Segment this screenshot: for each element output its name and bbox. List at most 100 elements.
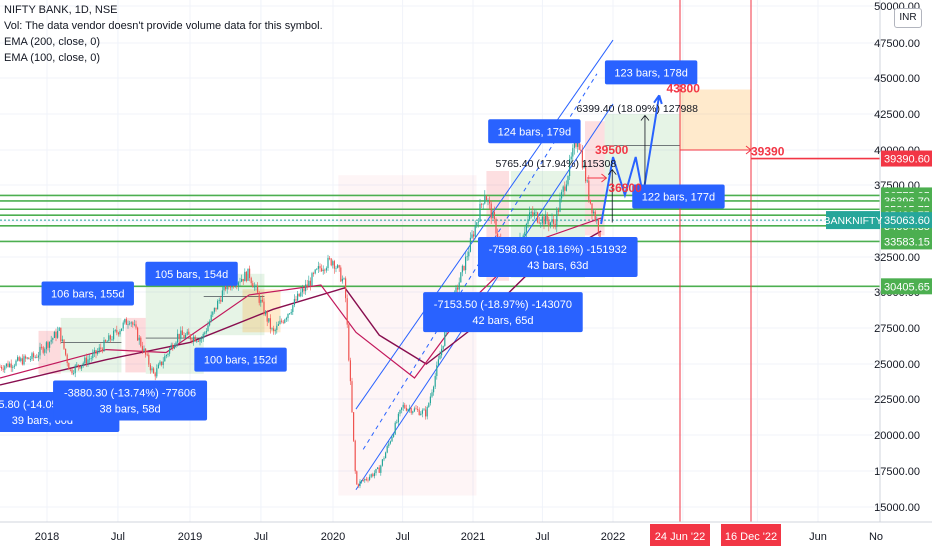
candle-body: [319, 266, 321, 269]
candle-body: [401, 407, 403, 410]
candle-body: [557, 210, 559, 212]
candle-body: [121, 328, 123, 331]
candle-body: [433, 386, 435, 393]
candle-body: [525, 223, 527, 232]
candle-body: [5, 363, 7, 367]
measure-label-box: [194, 347, 287, 372]
candle-body: [393, 434, 395, 437]
candle-body: [420, 413, 422, 416]
ema-200-legend[interactable]: EMA (200, close, 0): [4, 36, 100, 48]
candle-body: [127, 324, 129, 325]
candle-body: [346, 298, 348, 325]
candle-body: [340, 267, 342, 282]
candle-body: [167, 353, 169, 355]
candle-body: [105, 340, 107, 342]
candle-body: [391, 436, 393, 442]
candle-body: [93, 350, 95, 354]
candle-body: [229, 285, 231, 288]
candle-body: [359, 481, 361, 487]
candle-body: [34, 357, 36, 358]
candle-body: [108, 335, 110, 342]
candle-body: [353, 412, 355, 441]
date-tag-bg: [721, 524, 781, 546]
zone-arrow: [680, 145, 752, 155]
candle-body: [25, 356, 27, 359]
candle-body: [581, 150, 583, 168]
measure-label-text: 124 bars, 179d: [498, 126, 571, 138]
candle-body: [241, 278, 243, 282]
candle-body: [97, 351, 99, 354]
candle-body: [175, 342, 177, 347]
candle-body: [324, 269, 326, 271]
candle-body: [479, 203, 481, 222]
candle-body: [9, 363, 11, 368]
target-label: 36800: [608, 181, 642, 195]
candle-body: [431, 392, 433, 397]
candle-body: [561, 191, 563, 199]
x-tick-label: 2020: [321, 531, 345, 543]
candle-body: [417, 409, 419, 410]
measure-label-box: [488, 119, 581, 144]
measure-label-box: [604, 60, 698, 85]
candle-body: [157, 364, 159, 369]
candle-body: [41, 346, 43, 348]
candle-body: [20, 358, 22, 361]
candle-body: [23, 356, 25, 365]
candle-body: [362, 480, 364, 482]
candle-body: [458, 282, 460, 290]
candle-body: [29, 358, 31, 360]
currency-badge[interactable]: INR: [894, 8, 922, 28]
candle-body: [169, 348, 171, 354]
candle-body: [298, 293, 300, 297]
candle-body: [149, 364, 151, 371]
candle-body: [589, 199, 591, 204]
range-text: 6399.40 (18.09%) 127988: [577, 103, 699, 115]
candle-body: [585, 165, 587, 182]
candle-body: [73, 373, 75, 375]
ema-100-legend[interactable]: EMA (100, close, 0): [4, 52, 100, 64]
candle-body: [113, 330, 115, 340]
candle-body: [463, 265, 465, 271]
candle-body: [575, 141, 577, 147]
x-tick-label: 2019: [178, 531, 202, 543]
candle-body: [341, 278, 343, 282]
candle-body: [337, 265, 339, 268]
candle-body: [317, 266, 319, 269]
candle-body: [565, 184, 567, 191]
candle-body: [461, 265, 463, 273]
level-price-tag: 30405.65: [884, 281, 930, 293]
candle-body: [50, 339, 52, 342]
candle-body: [111, 339, 113, 341]
candle-body: [236, 285, 238, 287]
candle-body: [207, 325, 209, 332]
candle-body: [145, 348, 147, 355]
candle-body: [529, 212, 531, 220]
candle-body: [580, 149, 582, 151]
candle-body: [586, 180, 588, 182]
measure-label-box: [477, 237, 638, 277]
candle-body: [79, 366, 81, 369]
candle-body: [0, 366, 1, 368]
candle-body: [31, 353, 33, 359]
measure-label: -7153.50 (-18.97%) -143070 42 bars, 65d: [423, 292, 583, 333]
measure-label: -7598.60 (-18.16%) -151932 43 bars, 63d: [477, 237, 638, 277]
candle-body: [2, 368, 4, 370]
candle-body: [527, 219, 529, 224]
candle-body: [137, 327, 139, 341]
candle-body: [81, 365, 83, 369]
candle-body: [135, 324, 137, 328]
candle-body: [423, 409, 425, 411]
candle-body: [257, 285, 259, 293]
measure-label-box: [145, 261, 238, 286]
candle-body: [74, 365, 76, 374]
candle-body: [191, 339, 193, 342]
candle-body: [209, 321, 211, 326]
candle-body: [244, 271, 246, 282]
candle-body: [26, 357, 28, 359]
measure-label: 105 bars, 154d: [145, 261, 238, 286]
candle-body: [116, 329, 118, 333]
candle-body: [205, 331, 207, 333]
candle-body: [61, 339, 63, 342]
